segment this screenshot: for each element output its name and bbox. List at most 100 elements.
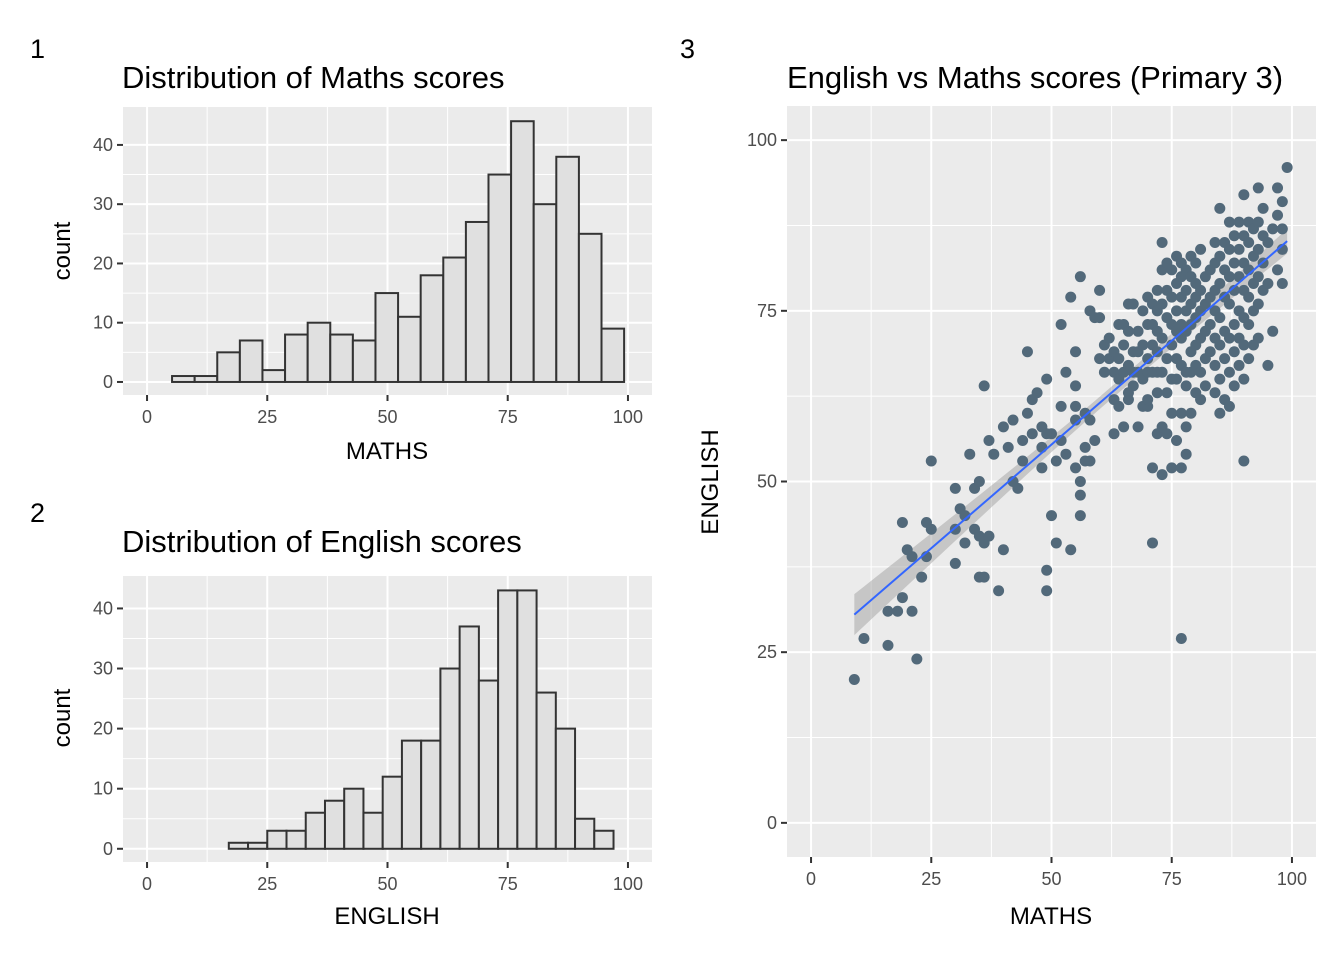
maths-y-tick-label: 0 — [103, 372, 113, 392]
scatter-point — [1252, 182, 1264, 194]
scatter-y-tick-label: 0 — [767, 813, 777, 833]
scatter-point — [1185, 407, 1197, 419]
scatter-point — [1118, 339, 1130, 351]
scatter-point — [1214, 250, 1226, 262]
scatter-point — [1272, 182, 1284, 194]
english-y-tick-label: 20 — [93, 719, 113, 739]
scatter-point — [1017, 455, 1029, 467]
scatter-point — [1156, 237, 1168, 249]
scatter-point — [983, 530, 995, 542]
scatter-point — [1190, 257, 1202, 269]
scatter-point — [1267, 223, 1279, 235]
scatter-point — [1050, 537, 1062, 549]
scatter-point — [1031, 387, 1043, 399]
scatter-point — [1180, 380, 1192, 392]
scatter-x-tick-label: 0 — [806, 869, 816, 889]
scatter-point — [1204, 318, 1216, 330]
panel-scatter: 3 English vs Maths scores (Primary 3) 0 2… — [680, 34, 1316, 930]
maths-hist-bar — [261, 369, 287, 383]
scatter-point — [1214, 373, 1226, 385]
scatter-point — [1070, 346, 1082, 358]
scatter-point — [1156, 366, 1168, 378]
scatter-point — [1142, 394, 1154, 406]
scatter-point — [1012, 482, 1024, 494]
scatter-point — [1214, 339, 1226, 351]
scatter-point — [1137, 339, 1149, 351]
scatter-point — [1195, 243, 1207, 255]
panel-english-histogram: 2 Distribution of English scores 0 25 50 75… — [30, 498, 652, 930]
x-axis-label-english: ENGLISH — [334, 903, 439, 930]
maths-hist-bar — [510, 120, 535, 383]
chart-title-english: Distribution of English scores — [122, 524, 522, 559]
scatter-point — [964, 448, 976, 460]
scatter-point — [1243, 318, 1255, 330]
scatter-point — [1228, 230, 1240, 242]
maths-hist-bar — [351, 339, 377, 383]
english-hist-bar — [343, 787, 365, 850]
x-axis-label-maths: MATHS — [346, 438, 428, 465]
scatter-point — [1055, 318, 1067, 330]
scatter-point — [1070, 414, 1082, 426]
scatter-point — [1041, 564, 1053, 576]
scatter-point — [1262, 237, 1274, 249]
scatter-point — [916, 571, 928, 583]
scatter-point — [1070, 380, 1082, 392]
scatter-point — [1084, 414, 1096, 426]
x-axis-label-scatter: MATHS — [1010, 903, 1092, 930]
scatter-point — [1113, 353, 1125, 365]
scatter-point — [1166, 462, 1178, 474]
scatter-point — [1118, 421, 1130, 433]
scatter-point — [1084, 455, 1096, 467]
scatter-point — [1214, 312, 1226, 324]
english-hist-bar — [439, 667, 461, 850]
scatter-point — [1122, 325, 1134, 337]
scatter-x-tick-label: 75 — [1162, 869, 1182, 889]
scatter-point — [1252, 271, 1264, 283]
scatter-point — [1238, 189, 1250, 201]
chart-title-scatter: English vs Maths scores (Primary 3) — [787, 60, 1283, 95]
english-hist-bar — [266, 829, 288, 850]
scatter-point — [1166, 407, 1178, 419]
scatter-point — [1228, 318, 1240, 330]
scatter-point — [949, 557, 961, 569]
scatter-point — [1108, 428, 1120, 440]
scatter-point — [1166, 264, 1178, 276]
scatter-point — [1252, 216, 1264, 228]
scatter-point — [1070, 462, 1082, 474]
english-hist-bar — [574, 817, 596, 850]
scatter-point — [993, 585, 1005, 597]
scatter-point — [1223, 332, 1235, 344]
scatter-point — [1079, 441, 1091, 453]
scatter-point — [1233, 216, 1245, 228]
scatter-point — [1156, 332, 1168, 344]
maths-hist-bar — [464, 220, 490, 383]
scatter-point — [1094, 353, 1106, 365]
scatter-point — [1055, 400, 1067, 412]
scatter-point — [1233, 359, 1245, 371]
maths-y-tick-label: 20 — [93, 253, 113, 273]
scatter-point — [1272, 209, 1284, 221]
english-hist-bar — [420, 739, 442, 850]
scatter-point — [1026, 428, 1038, 440]
bars-maths — [171, 120, 626, 383]
scatter-point — [1151, 284, 1163, 296]
regression-line — [853, 240, 1288, 616]
scatter-point — [973, 476, 985, 487]
scatter-point — [1070, 400, 1082, 412]
scatter-point — [1036, 441, 1048, 453]
y-axis-label-maths: count — [49, 221, 76, 280]
scatter-point — [1209, 387, 1221, 399]
maths-x-tick-label: 75 — [498, 407, 518, 427]
maths-hist-bar — [284, 333, 309, 383]
scatter-point — [1209, 359, 1221, 371]
scatter-point — [1127, 380, 1139, 392]
scatter-x-tick-label: 100 — [1277, 869, 1307, 889]
scatter-point — [1161, 353, 1173, 365]
scatter-point — [1180, 284, 1192, 296]
scatter-point — [1156, 469, 1168, 481]
english-hist-bar — [477, 679, 500, 850]
scatter-point — [1046, 510, 1057, 522]
chart-title-maths: Distribution of Maths scores — [122, 60, 504, 95]
scatter-point — [949, 523, 961, 535]
scatter-point — [1219, 353, 1231, 365]
